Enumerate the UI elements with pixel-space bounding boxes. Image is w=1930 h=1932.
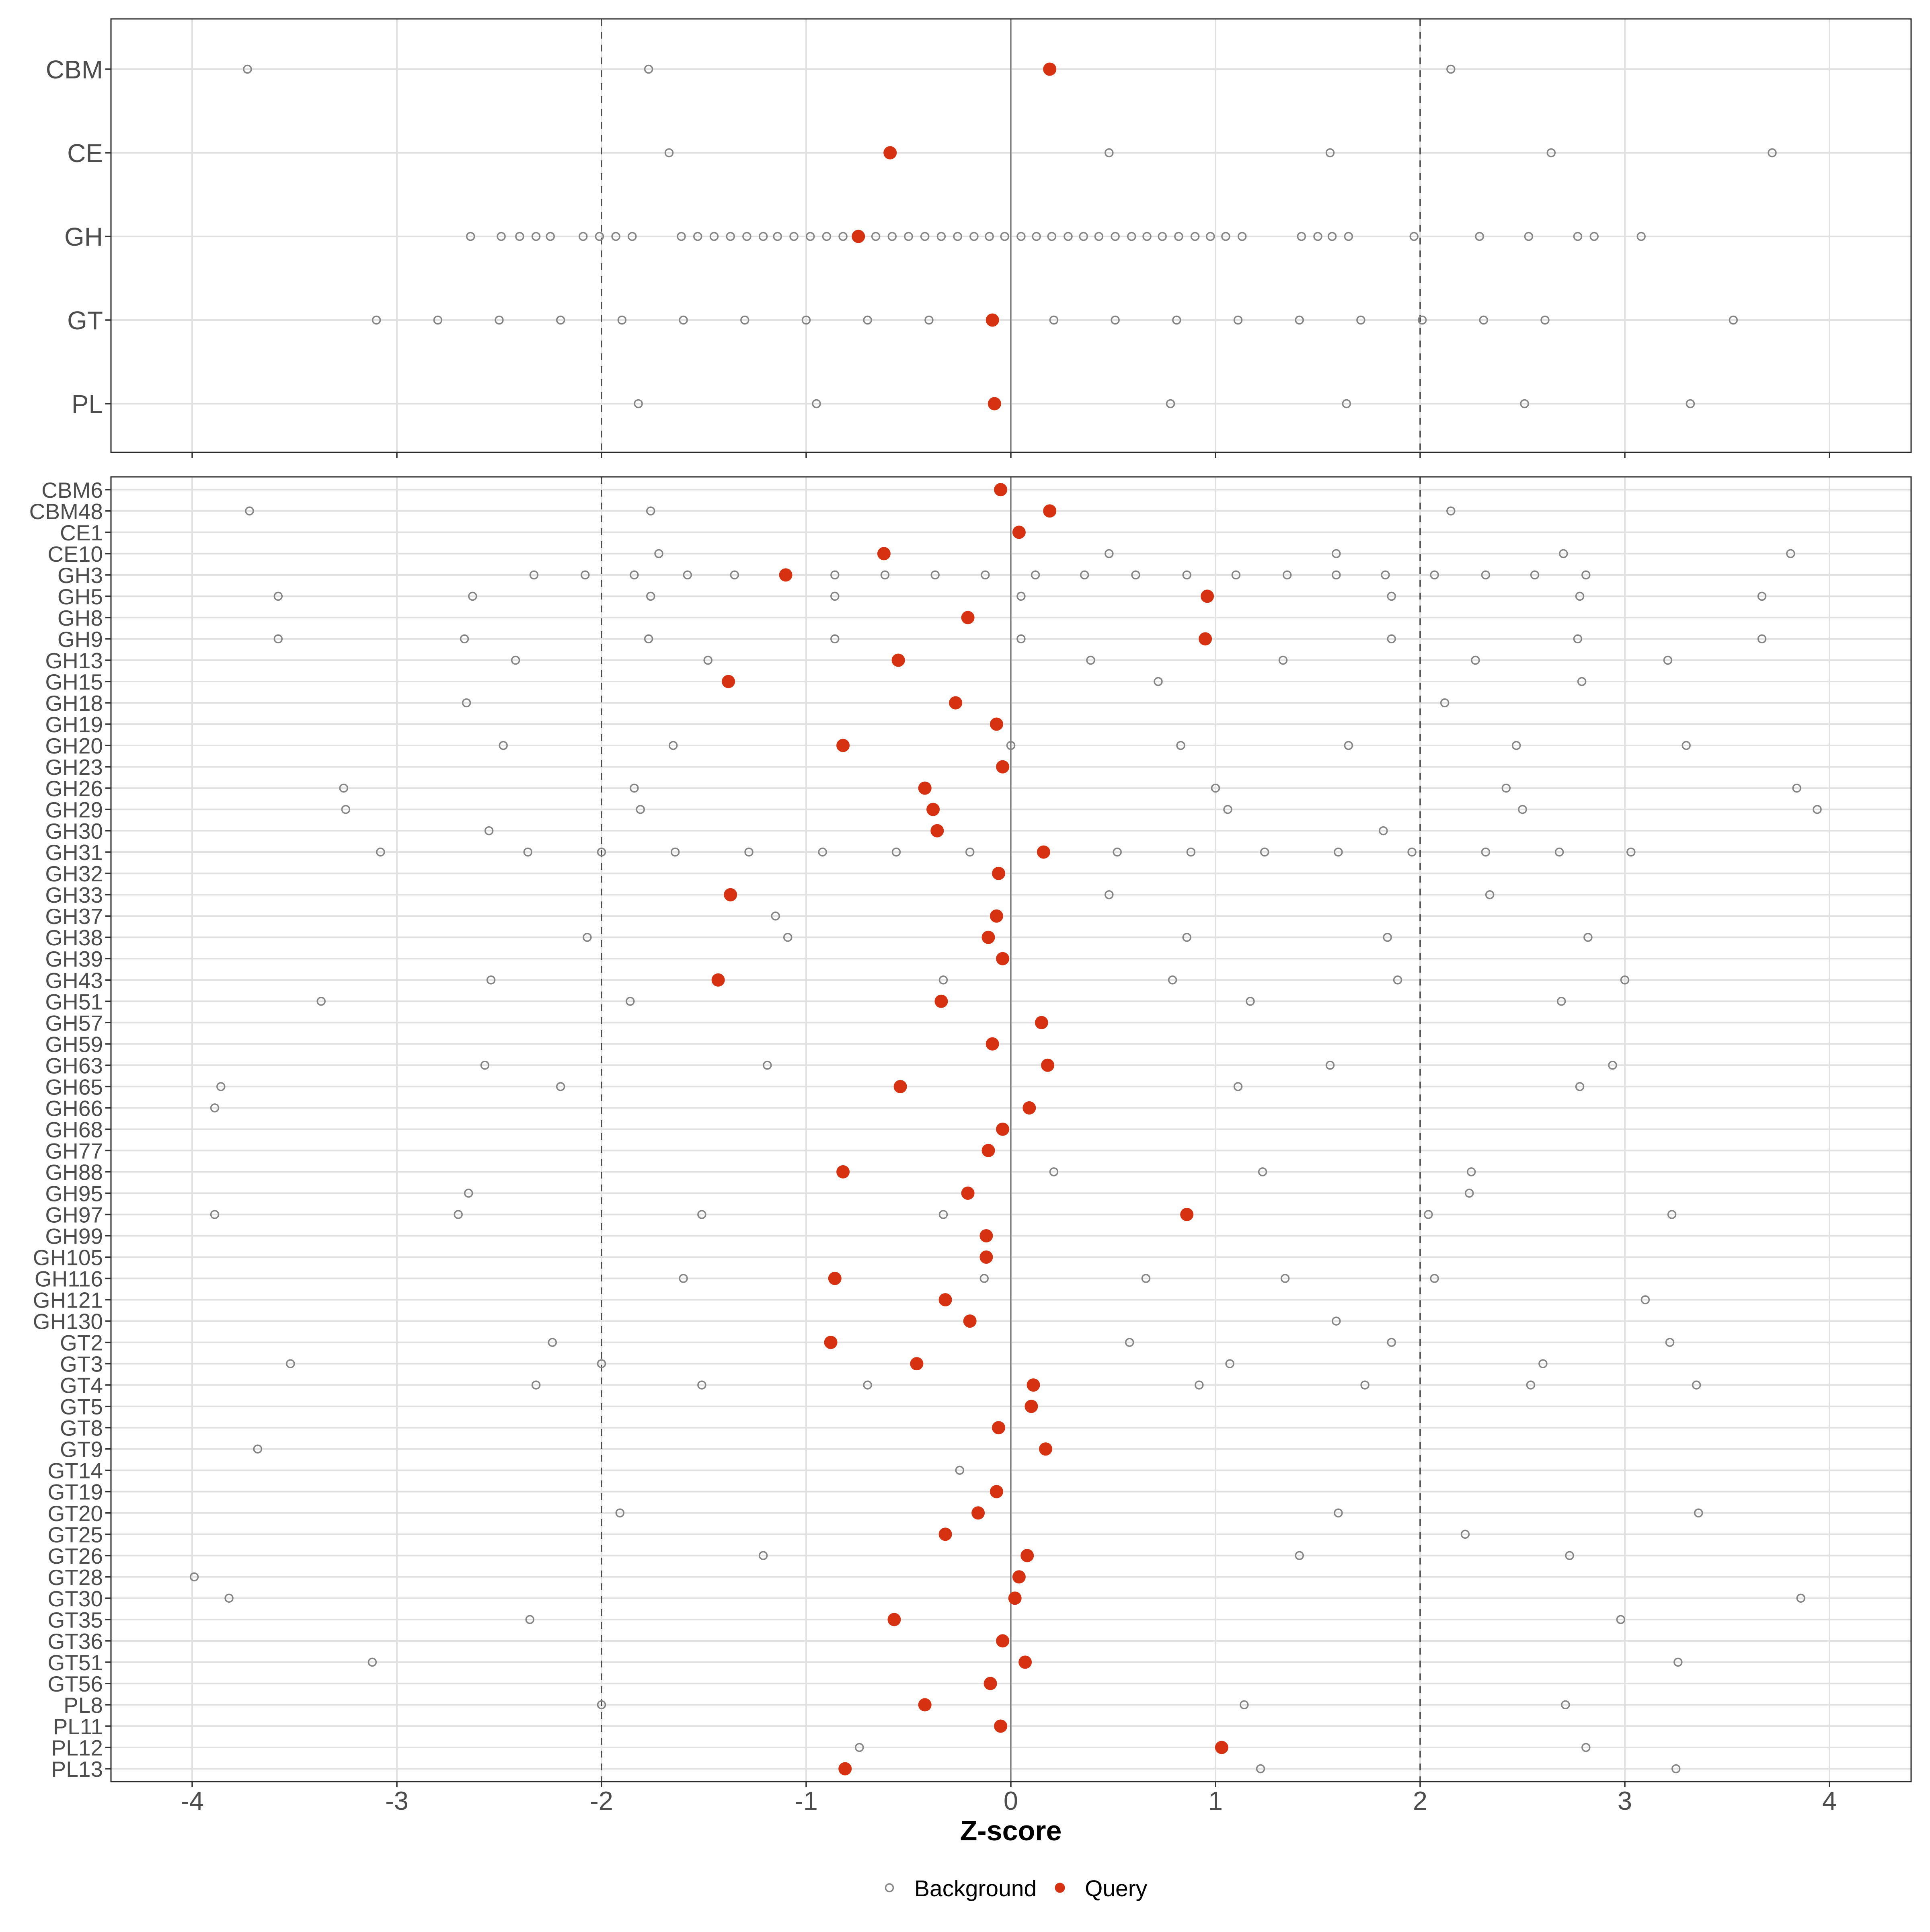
svg-text:GH23: GH23 [45,755,103,780]
svg-text:GT: GT [67,306,103,335]
svg-text:PL: PL [72,390,103,419]
svg-text:GT3: GT3 [60,1352,103,1377]
svg-text:GH77: GH77 [45,1138,103,1163]
svg-text:GT26: GT26 [47,1544,103,1569]
svg-text:PL8: PL8 [64,1693,103,1718]
svg-text:Z-score: Z-score [960,1815,1062,1846]
svg-text:GT14: GT14 [47,1458,103,1483]
svg-text:GH20: GH20 [45,733,103,758]
svg-text:Query: Query [1085,1876,1148,1901]
svg-text:GT20: GT20 [47,1501,103,1526]
svg-text:2: 2 [1413,1786,1427,1815]
svg-text:GH59: GH59 [45,1032,103,1057]
svg-text:GH88: GH88 [45,1160,103,1185]
svg-text:GH66: GH66 [45,1096,103,1121]
svg-text:0: 0 [1004,1786,1018,1815]
svg-text:GH121: GH121 [33,1288,103,1313]
svg-text:GH105: GH105 [33,1245,103,1270]
svg-text:GT2: GT2 [60,1330,103,1355]
svg-text:CBM6: CBM6 [41,478,103,503]
svg-text:PL12: PL12 [51,1735,103,1760]
svg-text:3: 3 [1618,1786,1632,1815]
svg-text:GH5: GH5 [57,584,103,609]
svg-text:1: 1 [1208,1786,1223,1815]
svg-text:GH26: GH26 [45,776,103,801]
svg-text:GH116: GH116 [35,1267,103,1291]
svg-text:GH57: GH57 [45,1010,103,1035]
svg-text:-2: -2 [590,1786,613,1815]
svg-text:GH51: GH51 [45,989,103,1014]
svg-text:GH39: GH39 [45,946,103,971]
svg-text:CE10: CE10 [47,542,103,567]
svg-text:GH31: GH31 [45,840,103,865]
svg-text:GH33: GH33 [45,883,103,907]
svg-text:CE: CE [67,139,103,168]
svg-text:GH130: GH130 [33,1309,103,1334]
svg-text:GH19: GH19 [45,712,103,737]
svg-text:GH8: GH8 [57,606,103,630]
svg-text:GT9: GT9 [60,1437,103,1462]
svg-text:GH65: GH65 [45,1074,103,1099]
svg-text:GH30: GH30 [45,819,103,844]
svg-text:Background: Background [914,1876,1037,1901]
svg-text:GH9: GH9 [57,627,103,652]
svg-text:GH15: GH15 [45,669,103,694]
svg-text:GH68: GH68 [45,1117,103,1142]
svg-text:GT56: GT56 [47,1671,103,1696]
svg-text:GH37: GH37 [45,904,103,929]
svg-text:CBM: CBM [46,55,103,84]
svg-text:GH97: GH97 [45,1203,103,1228]
svg-text:-3: -3 [385,1786,409,1815]
svg-text:GT5: GT5 [60,1394,103,1419]
svg-text:GH43: GH43 [45,968,103,993]
svg-text:GH: GH [64,222,103,251]
svg-text:GT36: GT36 [47,1629,103,1654]
svg-text:GT25: GT25 [47,1522,103,1547]
svg-text:4: 4 [1822,1786,1837,1815]
svg-text:PL13: PL13 [51,1757,103,1782]
svg-text:GH38: GH38 [45,925,103,950]
svg-text:CE1: CE1 [60,520,103,545]
svg-text:GT51: GT51 [47,1650,103,1675]
svg-text:GH95: GH95 [45,1181,103,1206]
svg-text:-1: -1 [795,1786,818,1815]
svg-text:GH3: GH3 [57,563,103,588]
svg-text:GH99: GH99 [45,1224,103,1249]
svg-text:GH29: GH29 [45,797,103,822]
svg-text:GT30: GT30 [47,1586,103,1611]
svg-text:-4: -4 [181,1786,204,1815]
svg-text:GH63: GH63 [45,1053,103,1078]
svg-text:PL11: PL11 [53,1714,103,1739]
svg-text:GH13: GH13 [45,648,103,673]
svg-text:CBM48: CBM48 [29,499,103,524]
svg-text:GH32: GH32 [45,861,103,886]
svg-text:GT28: GT28 [47,1565,103,1590]
svg-text:GT35: GT35 [47,1608,103,1632]
svg-text:GT8: GT8 [60,1416,103,1441]
svg-text:GT4: GT4 [60,1373,103,1398]
svg-text:GT19: GT19 [47,1480,103,1505]
svg-text:GH18: GH18 [45,691,103,716]
